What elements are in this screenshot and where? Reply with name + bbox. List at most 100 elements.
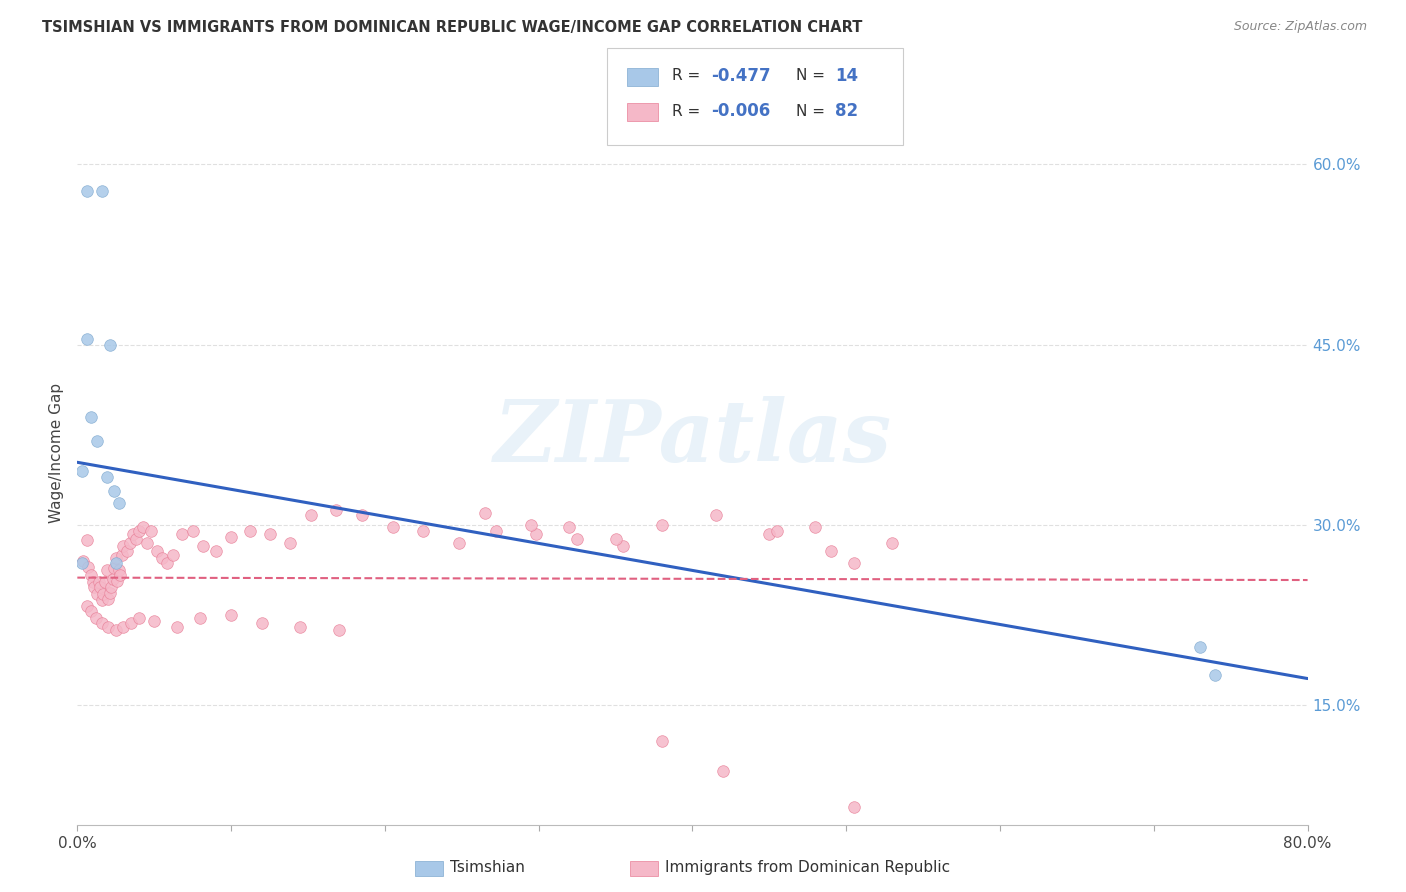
Point	[94, 575, 117, 590]
Y-axis label: Wage/Income Gap: Wage/Income Gap	[49, 383, 65, 523]
Point	[118, 536, 141, 550]
Point	[1204, 668, 1226, 682]
Point	[290, 620, 312, 634]
Point	[250, 616, 273, 631]
Text: -0.477: -0.477	[711, 67, 770, 85]
Point	[96, 469, 118, 483]
Point	[128, 524, 150, 538]
Point	[76, 184, 98, 198]
Point	[485, 524, 508, 538]
Point	[103, 561, 125, 575]
Point	[76, 533, 98, 548]
Point	[112, 620, 135, 634]
Point	[108, 563, 131, 577]
Point	[278, 536, 301, 550]
Point	[447, 536, 470, 550]
Point	[104, 551, 127, 566]
Point	[150, 551, 173, 566]
Point	[105, 574, 128, 589]
Point	[239, 524, 262, 538]
Point	[558, 520, 581, 534]
Text: R =: R =	[672, 104, 706, 119]
Point	[86, 587, 108, 601]
Point	[104, 556, 127, 570]
Point	[89, 580, 111, 594]
Point	[758, 527, 780, 541]
Point	[219, 530, 242, 544]
Point	[97, 592, 120, 607]
Point	[120, 616, 142, 631]
Point	[651, 517, 673, 532]
Point	[524, 527, 547, 541]
Point	[143, 614, 166, 628]
Text: ZIPatlas: ZIPatlas	[494, 396, 891, 480]
Point	[93, 587, 115, 601]
Point	[299, 508, 322, 523]
Point	[132, 520, 155, 534]
Point	[146, 544, 169, 558]
Point	[76, 599, 98, 614]
Point	[80, 409, 103, 424]
Point	[328, 624, 350, 638]
Text: Tsimshian: Tsimshian	[450, 861, 524, 875]
Point	[70, 556, 93, 570]
Point	[204, 544, 226, 558]
Point	[80, 568, 103, 582]
Point	[820, 544, 842, 558]
Point	[100, 580, 122, 594]
Point	[141, 524, 163, 538]
Text: R =: R =	[672, 69, 706, 83]
Point	[112, 540, 135, 554]
Point	[125, 532, 148, 546]
Point	[612, 540, 634, 554]
Point	[96, 563, 118, 577]
Point	[90, 616, 114, 631]
Point	[82, 575, 104, 590]
Point	[1188, 640, 1211, 655]
Point	[90, 184, 114, 198]
Point	[80, 604, 103, 618]
Point	[103, 484, 125, 499]
Point	[412, 524, 434, 538]
Point	[219, 607, 242, 622]
Point	[115, 544, 138, 558]
Point	[87, 575, 110, 590]
Point	[704, 508, 727, 523]
Point	[104, 624, 127, 638]
Point	[135, 536, 157, 550]
Text: N =: N =	[796, 104, 830, 119]
Point	[766, 524, 789, 538]
Text: Source: ZipAtlas.com: Source: ZipAtlas.com	[1233, 20, 1367, 33]
Text: 82: 82	[835, 103, 858, 120]
Point	[882, 536, 904, 550]
Point	[98, 586, 121, 600]
Point	[181, 524, 204, 538]
Point	[193, 540, 215, 554]
Point	[474, 506, 496, 520]
Point	[72, 554, 94, 568]
Text: -0.006: -0.006	[711, 103, 770, 120]
Point	[842, 800, 865, 814]
Point	[86, 434, 108, 448]
Point	[711, 764, 734, 778]
Point	[188, 611, 212, 625]
Point	[97, 620, 120, 634]
Point	[166, 620, 188, 634]
Point	[259, 527, 281, 541]
Point	[804, 520, 827, 534]
Point	[128, 611, 150, 625]
Point	[520, 517, 543, 532]
Point	[70, 464, 93, 478]
Text: 14: 14	[835, 67, 858, 85]
Text: Immigrants from Dominican Republic: Immigrants from Dominican Republic	[665, 861, 950, 875]
Point	[111, 548, 134, 562]
Point	[651, 734, 673, 748]
Text: TSIMSHIAN VS IMMIGRANTS FROM DOMINICAN REPUBLIC WAGE/INCOME GAP CORRELATION CHAR: TSIMSHIAN VS IMMIGRANTS FROM DOMINICAN R…	[42, 20, 862, 35]
Point	[84, 611, 107, 625]
Point	[155, 556, 177, 570]
Point	[108, 496, 131, 510]
Text: N =: N =	[796, 69, 830, 83]
Point	[101, 572, 124, 586]
Point	[90, 593, 114, 607]
Point	[162, 548, 184, 562]
